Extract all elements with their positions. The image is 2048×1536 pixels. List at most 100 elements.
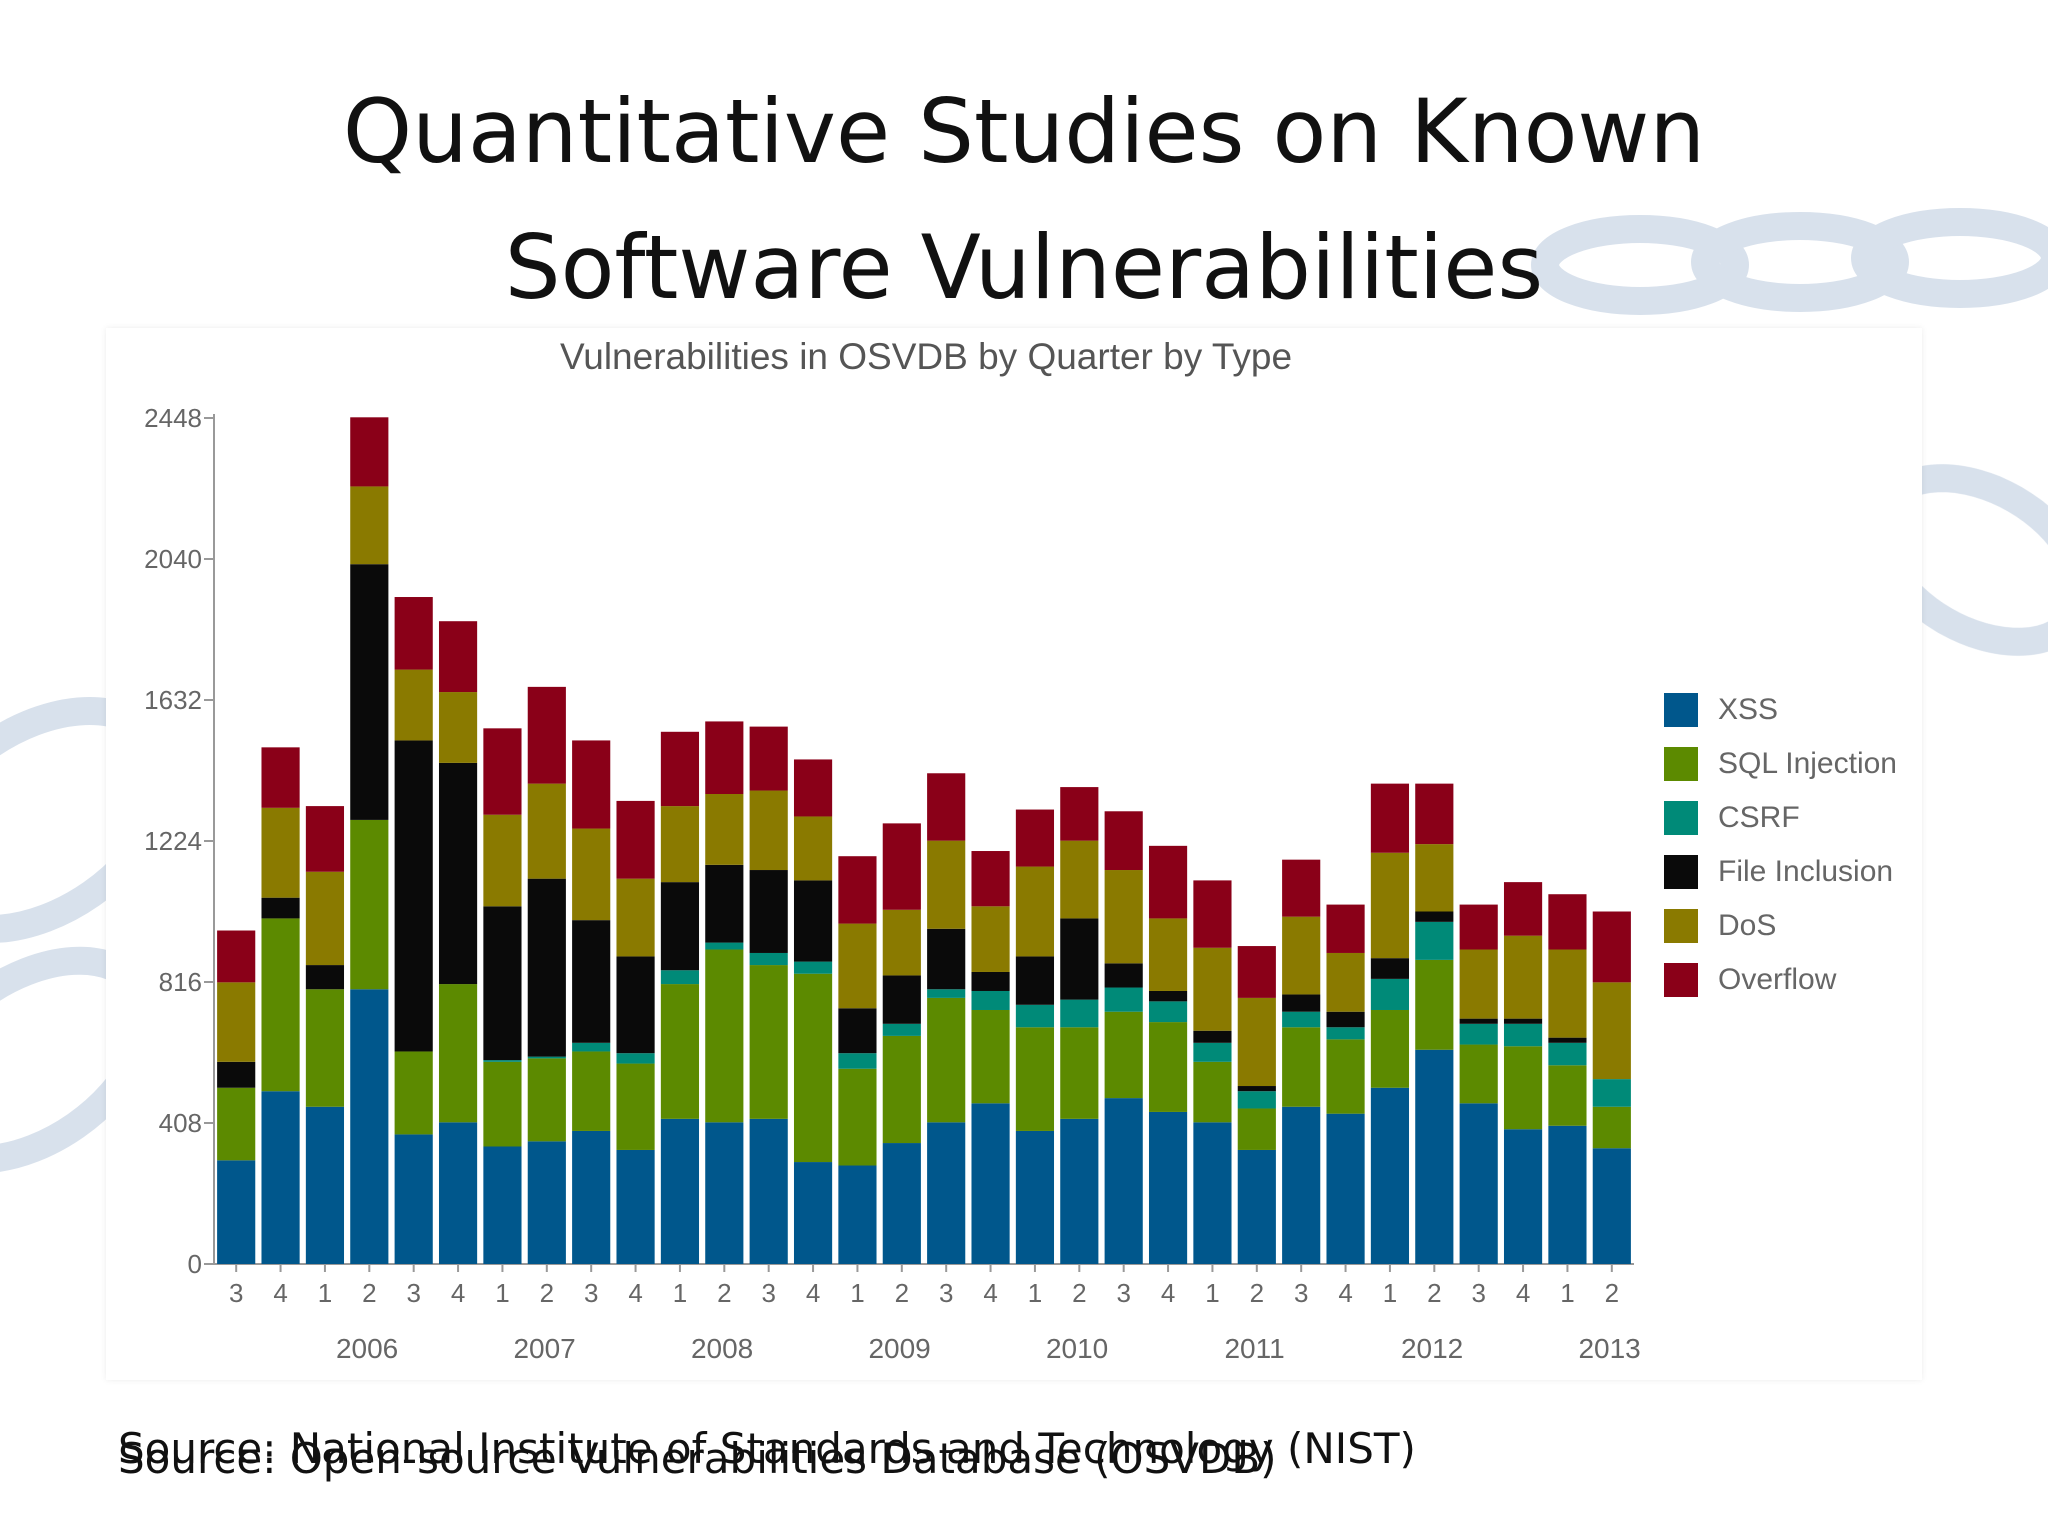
bar-segment-file-inclusion [1193,1030,1232,1043]
bar-segment-xss [394,1134,433,1264]
bar-segment-csrf [1370,978,1410,1010]
bar-segment-sql-injection [394,1051,433,1135]
bar-segment-sql-injection [1015,1027,1055,1131]
bar-segment-xss [261,1091,300,1264]
x-tick-label: 4 [806,1278,820,1308]
x-tick-label: 2 [717,1278,731,1308]
legend-item: CSRF [1664,791,1897,845]
bar-segment-file-inclusion [1060,918,1099,1000]
bar-segment-csrf [1326,1027,1365,1040]
bar-segment-overflow [1370,783,1410,853]
y-tick-label: 1224 [144,826,202,856]
bar-segment-overflow [1148,845,1188,919]
legend-swatch [1664,855,1698,889]
bar-segment-csrf [1015,1004,1055,1028]
bar-segment-file-inclusion [1237,1086,1276,1092]
source-notes: Source: National Institute of Standards … [118,1424,1618,1504]
year-label: 2013 [1578,1333,1640,1364]
bar-segment-xss [1548,1125,1587,1264]
bar-segment-dos [1548,949,1587,1038]
bar-segment-dos [1104,870,1143,964]
bar-segment-sql-injection [793,973,833,1163]
x-tick-label: 4 [1338,1278,1352,1308]
bar-segment-file-inclusion [394,740,433,1052]
legend-item: DoS [1664,899,1897,953]
y-tick-label: 2448 [144,403,202,433]
x-tick-label: 4 [1516,1278,1530,1308]
bar-segment-xss [1370,1087,1410,1264]
bar-segment-xss [1459,1103,1498,1264]
year-label: 2007 [513,1333,575,1364]
legend-swatch [1664,909,1698,943]
legend-swatch [1664,693,1698,727]
bar-segment-sql-injection [1060,1027,1099,1119]
bar-segment-xss [749,1118,788,1264]
x-tick-label: 2 [895,1278,909,1308]
bar-segment-overflow [527,686,566,784]
bar-segment-dos [1592,982,1631,1080]
bar-segment-xss [1104,1098,1143,1264]
bar-segment-dos [394,669,433,741]
bar-segment-sql-injection [660,984,700,1119]
bar-segment-sql-injection [350,819,389,990]
bar-segment-xss [1415,1049,1454,1264]
bar-segment-dos [1415,844,1454,912]
x-tick-label: 2 [540,1278,554,1308]
x-tick-label: 1 [1205,1278,1219,1308]
bar-segment-file-inclusion [616,956,655,1054]
bar-segment-file-inclusion [971,971,1010,991]
bar-segment-csrf [1548,1042,1587,1066]
legend-swatch [1664,801,1698,835]
bar-segment-overflow [1326,904,1365,953]
x-tick-label: 3 [229,1278,243,1308]
bar-segment-xss [838,1165,877,1264]
legend-item: Overflow [1664,953,1897,1007]
bar-segment-xss [616,1149,655,1264]
bar-segment-dos [1193,947,1232,1031]
bar-segment-overflow [305,806,345,872]
bar-segment-csrf [793,961,833,974]
bar-segment-csrf [1060,999,1099,1028]
bar-segment-dos [483,814,522,907]
x-tick-label: 1 [318,1278,332,1308]
legend-label: File Inclusion [1718,855,1894,888]
bar-segment-dos [927,840,966,929]
x-tick-label: 4 [1161,1278,1175,1308]
bar-segment-sql-injection [1503,1046,1543,1130]
bar-segment-sql-injection [1104,1011,1143,1099]
bar-segment-file-inclusion [660,882,700,971]
year-label: 2012 [1401,1333,1463,1364]
chart-title: Vulnerabilities in OSVDB by Quarter by T… [559,336,1293,377]
bar-segment-sql-injection [1459,1044,1498,1104]
source-line-osvdb: Source: Open-source Vulnerabilities Data… [118,1434,1277,1483]
x-tick-label: 3 [939,1278,953,1308]
bar-segment-csrf [1282,1011,1321,1028]
bar-segment-file-inclusion [1104,963,1143,988]
bar-segment-xss [527,1141,566,1264]
bar-segment-csrf [1237,1091,1276,1109]
bar-segment-overflow [1415,783,1454,845]
bar-segment-xss [660,1118,700,1264]
bar-segment-csrf [572,1042,611,1052]
bar-segment-csrf [483,1060,522,1062]
bar-segment-file-inclusion [217,1061,256,1088]
bar-segment-sql-injection [705,949,744,1123]
bar-segment-xss [793,1162,833,1264]
bar-segment-dos [1459,949,1498,1019]
bar-segment-dos [1503,935,1543,1019]
bar-segment-sql-injection [1148,1022,1188,1112]
y-tick-label: 816 [159,967,202,997]
bar-segment-sql-injection [838,1068,877,1166]
bar-segment-file-inclusion [1503,1018,1543,1024]
bar-segment-csrf [705,942,744,950]
bar-segment-sql-injection [572,1051,611,1131]
bar-segment-dos [616,878,655,957]
bar-segment-file-inclusion [1415,911,1454,922]
bar-segment-sql-injection [882,1035,921,1144]
bar-segment-overflow [350,417,389,487]
bar-segment-overflow [572,740,611,829]
bar-segment-overflow [1015,809,1055,867]
x-tick-label: 1 [1560,1278,1574,1308]
bar-segment-file-inclusion [882,975,921,1024]
bar-segment-dos [1370,852,1410,959]
